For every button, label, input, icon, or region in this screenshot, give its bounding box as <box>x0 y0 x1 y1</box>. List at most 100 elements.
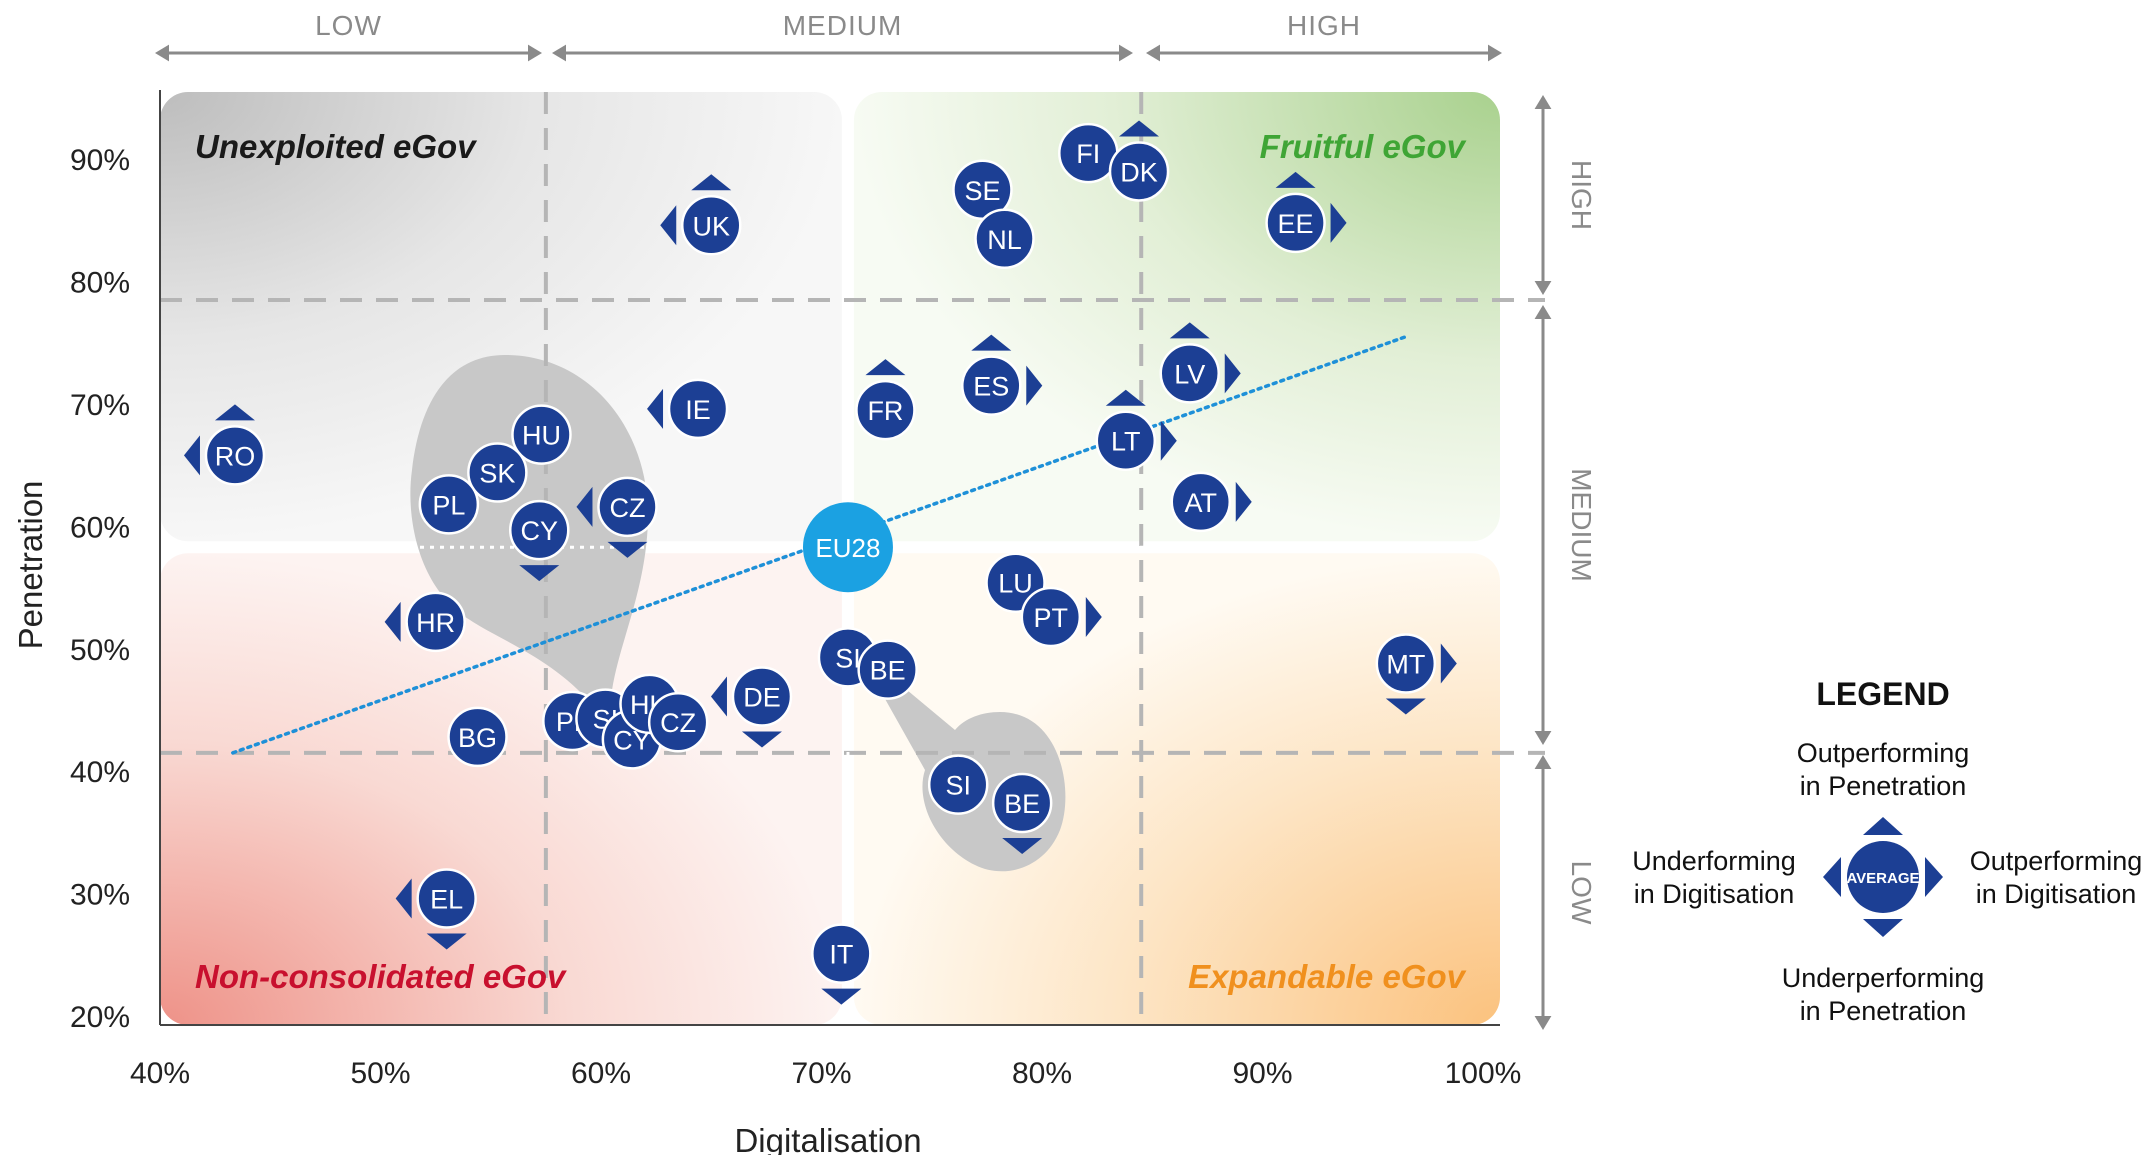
point-be: BE <box>857 639 918 700</box>
band-arrowhead <box>1534 755 1552 769</box>
point-es: ES <box>961 334 1043 416</box>
point-label: CZ <box>609 493 645 523</box>
legend-left-text: in Digitisation <box>1634 879 1795 909</box>
trend-arrow-down <box>741 731 782 748</box>
legend-right-text: Outperforming <box>1970 846 2143 876</box>
x-tick-label: 40% <box>130 1057 190 1090</box>
quadrant-backgrounds <box>160 92 1500 1025</box>
point-label: AT <box>1185 488 1218 518</box>
quadrant-label: Expandable eGov <box>1188 958 1467 995</box>
point-label: RO <box>215 441 256 471</box>
average-label: EU28 <box>815 533 880 563</box>
point-marker <box>1159 343 1220 404</box>
quadrant-top-right <box>853 92 1500 542</box>
point-marker <box>509 499 570 561</box>
point-marker <box>1108 141 1170 202</box>
point-eu28-average: EU28 <box>802 502 893 593</box>
point-marker <box>416 868 477 929</box>
point-marker <box>811 923 872 984</box>
trend-arrow-left <box>384 601 401 642</box>
point-label: ES <box>973 372 1009 402</box>
point-pt: PT <box>1020 586 1102 648</box>
trend-arrow-down <box>519 565 560 582</box>
point-de: DE <box>710 666 793 748</box>
trend-arrow-left <box>647 388 664 429</box>
trend-arrow-right <box>1160 420 1177 461</box>
point-label: EL <box>430 884 463 914</box>
point-label: CY <box>521 516 559 546</box>
trend-arrow-up <box>1275 171 1316 188</box>
y-tick-label: 90% <box>70 144 130 177</box>
x-tick-label: 100% <box>1445 1057 1522 1090</box>
trend-arrow-down <box>821 988 862 1005</box>
trend-arrow-right <box>1440 643 1457 684</box>
point-label: BE <box>1004 789 1040 819</box>
trend-arrow-up <box>1169 322 1210 339</box>
point-label: FI <box>1076 139 1100 169</box>
point-ee: EE <box>1265 171 1347 254</box>
point-label: DE <box>743 683 781 713</box>
axes: 40% 50% 60% 70% 80% 90% 100% 20% 30% 40% 50% 60% 70%… <box>12 90 1521 1155</box>
y-tick-label: 40% <box>70 756 130 789</box>
point-ro: RO <box>183 404 266 486</box>
point-nl: NL <box>974 208 1035 270</box>
quadrant-top-left <box>160 92 842 542</box>
point-marker <box>204 425 266 486</box>
y-tick-label: 80% <box>70 267 130 300</box>
point-sk: SK <box>467 442 528 503</box>
point-marker <box>467 442 528 503</box>
point-label: MT <box>1386 649 1425 679</box>
point-label: HR <box>416 608 455 638</box>
point-label: BG <box>458 723 497 753</box>
point-marker <box>1095 410 1157 471</box>
point-marker <box>855 379 916 441</box>
point-label: CZ <box>660 708 696 738</box>
legend-top-text: in Penetration <box>1800 771 1967 801</box>
x-tick-label: 70% <box>791 1057 851 1090</box>
trend-arrow-down <box>1385 698 1426 715</box>
point-marker <box>1170 471 1232 533</box>
trend-arrow-up <box>1105 389 1146 406</box>
y-band-label: LOW <box>1566 861 1597 925</box>
trend-arrow-up <box>214 404 255 421</box>
point-at: AT <box>1170 471 1252 533</box>
point-marker <box>405 591 466 653</box>
y-tick-label: 30% <box>70 879 130 912</box>
y-tick-label: 20% <box>70 1001 130 1034</box>
quadrant-label: Unexploited eGov <box>195 128 477 165</box>
point-marker <box>511 404 572 465</box>
trend-arrow-up <box>865 359 906 376</box>
band-arrowhead <box>528 44 542 62</box>
point-mt: MT <box>1375 633 1457 715</box>
legend-bottom-text: in Penetration <box>1800 996 1967 1026</box>
band-indicators: LOW MEDIUM HIGH HIGH MEDIUM LOW <box>155 10 1597 1030</box>
point-bg: BG <box>447 706 508 768</box>
legend-symbol <box>1847 841 1919 913</box>
point-label: BE <box>870 656 906 686</box>
trend-arrow-left <box>710 676 727 717</box>
band-arrowhead <box>1534 95 1552 109</box>
trend-arrow-right <box>1330 202 1347 243</box>
point-marker <box>974 208 1035 270</box>
y-band-label: HIGH <box>1566 160 1597 230</box>
point-label: LT <box>1111 427 1141 457</box>
point-si: SI <box>927 754 989 815</box>
y-axis-label: Penetration <box>12 481 49 650</box>
point-label: FR <box>867 396 903 426</box>
band-arrowhead <box>1534 281 1552 295</box>
point-marker <box>927 754 989 815</box>
point-dk: DK <box>1108 120 1170 202</box>
band-arrowhead <box>552 44 566 62</box>
x-tick-label: 90% <box>1232 1057 1292 1090</box>
point-fr: FR <box>855 359 916 441</box>
point-cz: CZ <box>576 476 658 558</box>
point-label: EE <box>1278 209 1314 239</box>
x-tick-label: 50% <box>350 1057 410 1090</box>
point-marker <box>418 474 480 535</box>
trend-arrow-right <box>1224 353 1241 394</box>
point-lv: LV <box>1159 322 1241 404</box>
legend-arrow-up <box>1863 817 1903 835</box>
point-uk: UK <box>660 174 742 256</box>
point-marker <box>991 772 1053 834</box>
